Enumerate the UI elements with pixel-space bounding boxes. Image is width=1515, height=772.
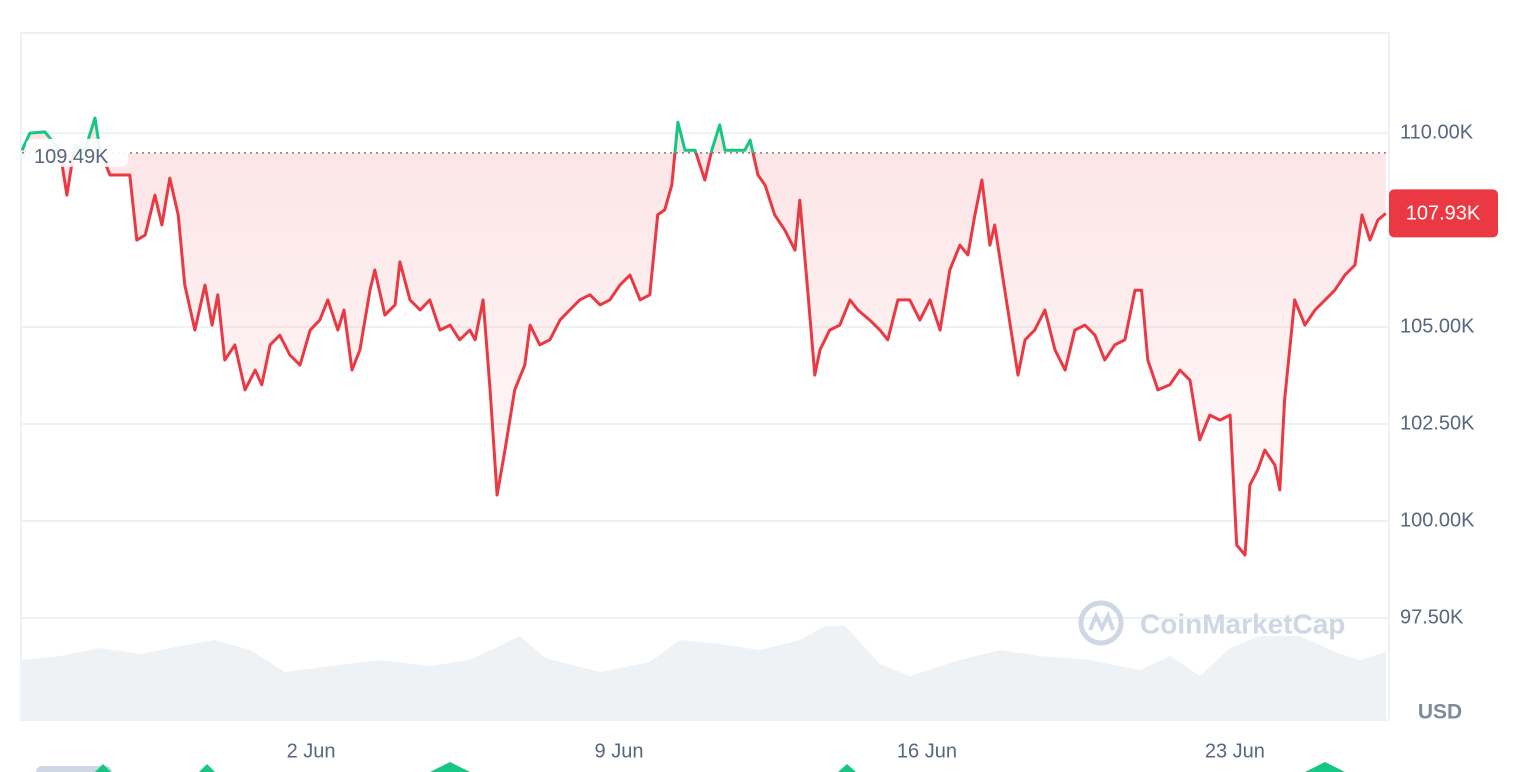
x-tick-label: 16 Jun: [897, 740, 957, 762]
x-tick-label: 9 Jun: [595, 740, 644, 762]
last-price-tag: [1389, 189, 1498, 238]
last-price-label: 107.93K: [1406, 203, 1481, 225]
event-pill[interactable]: [36, 766, 112, 772]
y-tick-label: 100.00K: [1400, 509, 1475, 531]
watermark-text: CoinMarketCap: [1140, 608, 1345, 639]
x-tick-label: 23 Jun: [1205, 740, 1265, 762]
price-line: [20, 116, 1387, 557]
currency-label: USD: [1418, 701, 1462, 724]
y-tick-label: 105.00K: [1400, 315, 1475, 337]
event-markers: [95, 762, 1345, 772]
watermark: CoinMarketCap: [1078, 600, 1345, 646]
y-tick-label: 102.50K: [1400, 412, 1475, 434]
y-tick-label: 110.00K: [1400, 121, 1474, 143]
baseline-label-bg: [26, 138, 128, 167]
volume-area: [22, 626, 1386, 720]
x-tick-label: 2 Jun: [287, 740, 336, 762]
baseline-label: 109.49K: [34, 146, 109, 168]
y-tick-label: 97.50K: [1400, 606, 1464, 628]
price-area: [22, 118, 1386, 556]
